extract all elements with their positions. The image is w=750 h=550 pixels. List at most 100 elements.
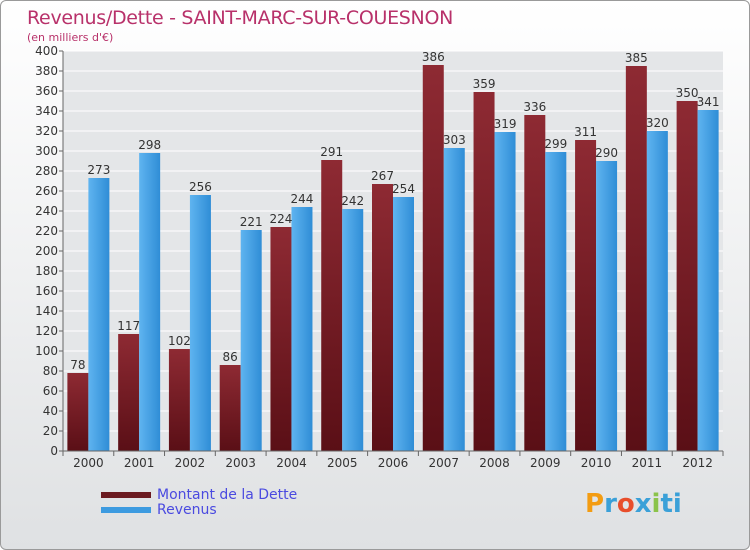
y-tick-label: 300 [35,144,58,158]
bar-revenus-2012 [697,110,719,451]
bar-dette-2009 [524,115,546,451]
data-label-revenus-2009: 299 [544,137,567,151]
bar-dette-2001 [118,334,140,451]
legend-item-debt: Montant de la Dette [101,486,298,503]
data-label-revenus-2003: 221 [240,215,263,229]
data-label-dette-2012: 350 [676,86,699,100]
data-label-dette-2011: 385 [625,51,648,65]
x-tick-label: 2003 [225,456,256,470]
bar-dette-2004 [270,227,292,451]
data-label-revenus-2010: 290 [595,146,618,160]
data-label-dette-2008: 359 [473,77,496,91]
bar-revenus-2010 [596,161,618,451]
y-tick-label: 240 [35,204,58,218]
bar-revenus-2011 [646,131,668,451]
y-tick-label: 120 [35,324,58,338]
chart-subtitle: (en milliers d'€) [27,31,114,44]
x-tick-label: 2001 [124,456,155,470]
bar-dette-2007 [422,65,444,451]
y-tick-label: 160 [35,284,58,298]
y-tick-label: 360 [35,84,58,98]
bar-dette-2008 [473,92,495,451]
data-label-revenus-2007: 303 [443,133,466,147]
bar-dette-2011 [625,66,647,451]
data-label-dette-2003: 86 [223,350,238,364]
bar-dette-2005 [321,160,343,451]
chart-title: Revenus/Dette - SAINT-MARC-SUR-COUESNON [27,7,454,29]
bar-revenus-2003 [240,230,262,451]
data-label-revenus-2000: 273 [87,163,110,177]
data-label-dette-2002: 102 [168,334,191,348]
data-label-dette-2000: 78 [70,358,85,372]
bar-revenus-2009 [545,152,567,451]
bar-revenus-2002 [189,195,211,451]
x-tick-label: 2008 [479,456,510,470]
bar-revenus-2006 [393,197,414,451]
bar-revenus-2005 [342,209,364,451]
y-tick-label: 220 [35,224,58,238]
data-label-revenus-2011: 320 [646,116,669,130]
bar-dette-2000 [67,373,89,451]
x-tick-label: 2005 [327,456,358,470]
data-label-dette-2010: 311 [574,125,597,139]
bar-dette-2010 [575,140,597,451]
data-labels: 78 273 117 298 102 256 86 221 224 244 291 242 267254… [70,50,719,372]
y-tick-label: 40 [43,404,58,418]
proxiti-logo: Proxiti [585,489,682,519]
data-label-dette-2005: 291 [320,145,343,159]
bar-dette-2012 [676,101,698,451]
y-tick-label: 280 [35,164,58,178]
bar-revenus-2001 [139,153,161,451]
data-label-dette-2004: 224 [270,212,293,226]
legend-label-revenus: Revenus [157,501,217,518]
y-tick-label: 60 [43,384,58,398]
legend-item-revenus: Revenus [101,501,297,518]
x-tick-label: 2002 [175,456,206,470]
data-label-revenus-2008: 319 [494,117,517,131]
y-tick-label: 400 [35,44,58,58]
x-tick-label: 2007 [428,456,459,470]
data-label-revenus-2004: 244 [291,192,314,206]
x-tick-label: 2011 [632,456,663,470]
x-tick-label: 2012 [682,456,713,470]
data-label-revenus-2001: 298 [138,138,161,152]
data-label-revenus-2005: 242 [341,194,364,208]
data-label-dette-2007: 386 [422,50,445,64]
x-tick-label: 2004 [276,456,307,470]
data-label-revenus-2002: 256 [189,180,212,194]
x-tick-label: 2000 [73,456,104,470]
y-tick-label: 260 [35,184,58,198]
bar-revenus-2004 [291,207,313,451]
bar-revenus-2000 [88,178,110,451]
legend-swatch-revenus [101,506,151,513]
data-label-dette-2006: 267 [371,169,394,183]
y-tick-label: 80 [43,364,58,378]
x-tick-label: 2006 [378,456,409,470]
y-tick-label: 100 [35,344,58,358]
data-label-revenus-2006: 254 [392,182,415,196]
bars [67,65,719,451]
x-tick-label: 2009 [530,456,561,470]
data-label-dette-2001: 117 [117,319,140,333]
data-label-revenus-2012: 341 [697,95,720,109]
y-tick-label: 200 [35,244,58,258]
y-tick-label: 0 [50,444,58,458]
data-label-dette-2009: 336 [523,100,546,114]
y-tick-label: 340 [35,104,58,118]
axes: 0 20 40 60 80 100 120 140 160 180 200 220 240 260 280 3… [35,44,724,470]
bar-revenus-2007 [443,148,465,451]
y-tick-label: 140 [35,304,58,318]
legend-swatch-debt [101,491,151,498]
y-tick-label: 380 [35,64,58,78]
legend: Montant de la Dette Revenus [101,486,298,518]
y-tick-label: 180 [35,264,58,278]
legend-label-debt: Montant de la Dette [157,486,298,503]
bar-dette-2002 [168,349,190,451]
bar-dette-2003 [219,365,241,451]
bar-revenus-2008 [494,132,516,451]
y-tick-label: 320 [35,124,58,138]
x-tick-label: 2010 [581,456,612,470]
bar-dette-2006 [372,184,393,451]
